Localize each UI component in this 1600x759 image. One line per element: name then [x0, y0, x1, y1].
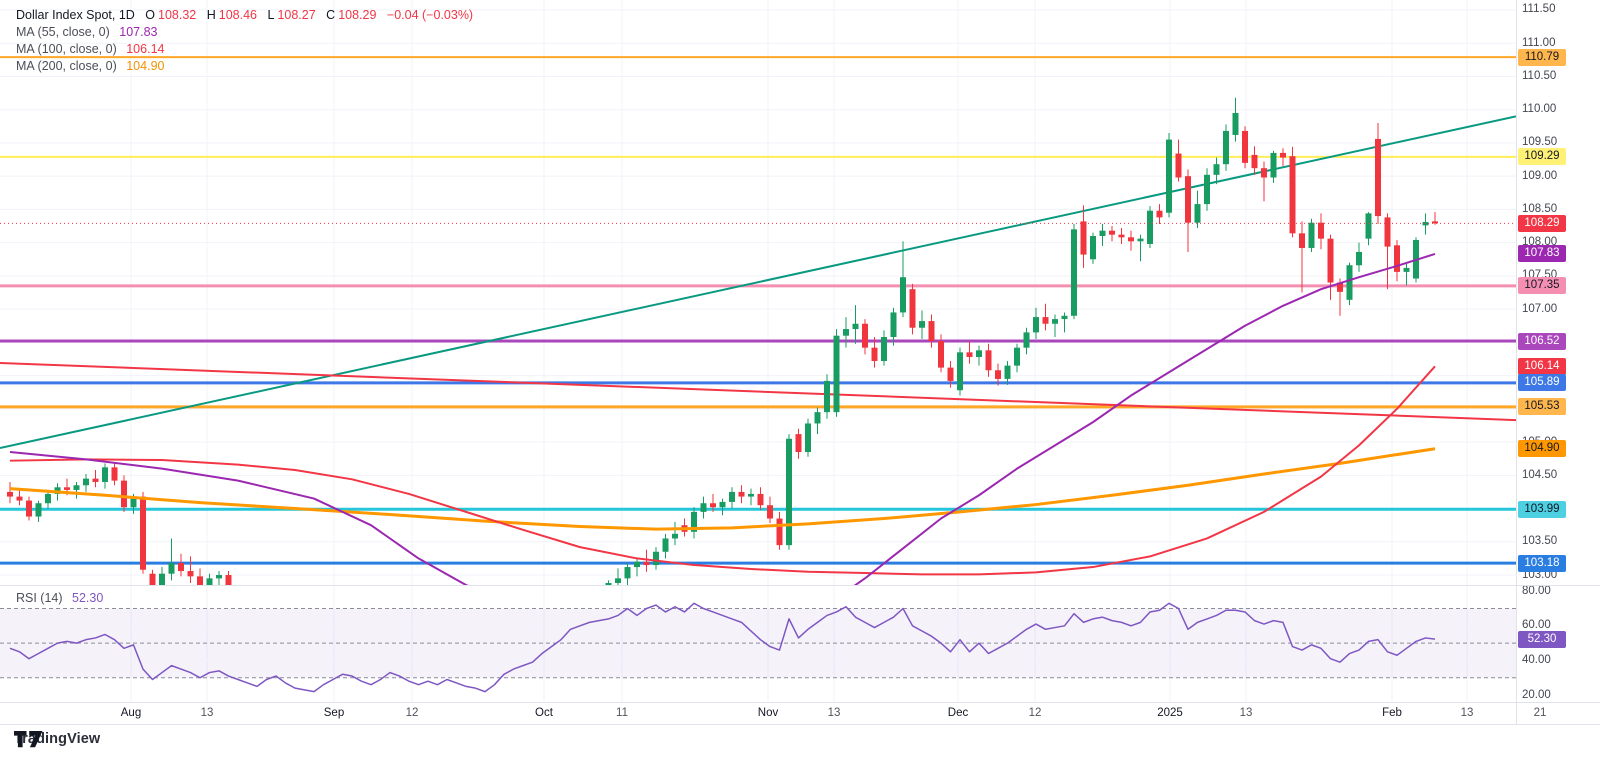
rsi-canvas[interactable] [0, 586, 1516, 702]
time-tick-oct: Oct [535, 707, 553, 719]
price-axis-label: 109.50 [1522, 136, 1558, 149]
time-tick-13: 13 [200, 707, 214, 719]
ma200-label: MA (200, close, 0) [16, 59, 117, 73]
rsi-axis-label: 20.00 [1522, 688, 1551, 701]
rsi-axis-divider [0, 702, 1600, 703]
price-level-badge: 106.14 [1518, 357, 1566, 375]
ma200-value: 104.90 [126, 59, 165, 73]
time-tick-21: 21 [1533, 707, 1547, 719]
time-tick-nov: Nov [757, 707, 779, 719]
price-axis-label: 107.00 [1522, 302, 1558, 315]
price-level-badge: 105.53 [1518, 398, 1566, 416]
rsi-axis-label: 40.00 [1522, 653, 1551, 666]
time-tick-12: 12 [405, 707, 419, 719]
time-tick-12: 12 [1028, 707, 1042, 719]
price-axis-label: 104.50 [1522, 468, 1558, 481]
price-axis-label: 110.00 [1522, 103, 1557, 116]
symbol-title: Dollar Index Spot, 1D [16, 8, 135, 22]
rsi-value: 52.30 [72, 591, 104, 605]
ma55-label: MA (55, close, 0) [16, 25, 110, 39]
rsi-axis-label: 60.00 [1522, 619, 1551, 632]
price-axis-label: 111.00 [1522, 36, 1556, 49]
time-axis[interactable]: Aug 13 Sep 12 Oct 11 Nov 13 Dec 12 2025 13 Feb 13 21 [0, 703, 1600, 724]
ma100-label: MA (100, close, 0) [16, 42, 117, 56]
rsi-legend-row[interactable]: RSI (14) 52.30 [16, 590, 103, 607]
ma55-legend-row: MA (55, close, 0) 107.83 [16, 24, 473, 41]
time-tick-13: 13 [1460, 707, 1474, 719]
ohlc-low: L 108.27 [267, 8, 316, 22]
price-axis[interactable]: 111.50 111.00 110.50 110.00 109.50 109.00 108.… [1516, 0, 1600, 724]
price-level-badge: 104.90 [1518, 440, 1566, 458]
price-axis-label: 111.50 [1522, 3, 1556, 16]
ohlc-open: O 108.32 [145, 8, 197, 22]
time-tick-13: 13 [827, 707, 841, 719]
rsi-value-badge: 52.30 [1518, 630, 1566, 648]
ohlc-close: C 108.29 [326, 8, 377, 22]
price-level-badge: 108.29 [1518, 214, 1566, 232]
price-axis-border [1516, 0, 1517, 724]
ma100-legend-row: MA (100, close, 0) 106.14 [16, 41, 473, 58]
price-axis-label: 110.50 [1522, 69, 1557, 82]
descending-resistance-trendline [0, 361, 1516, 422]
ma200-legend-row: MA (200, close, 0) 104.90 [16, 58, 473, 75]
time-tick-11: 11 [616, 707, 628, 719]
price-axis-label: 108.00 [1522, 236, 1558, 249]
price-axis-label: 108.50 [1522, 202, 1558, 215]
price-chart-canvas[interactable] [0, 0, 1516, 585]
pane-divider[interactable] [0, 585, 1600, 586]
time-tick-13: 13 [1239, 707, 1253, 719]
ascending-support-trendline [0, 115, 1516, 450]
ma55-value: 107.83 [119, 25, 158, 39]
ma100-value: 106.14 [126, 42, 165, 56]
price-level-badge: 110.79 [1518, 48, 1566, 66]
price-level-badge: 109.29 [1518, 148, 1566, 166]
time-tick-dec: Dec [947, 707, 969, 719]
price-level-badge: 103.99 [1518, 500, 1566, 518]
price-level-badge: 103.18 [1518, 554, 1566, 572]
change-value: −0.04 (−0.03%) [386, 8, 474, 22]
tradingview-attribution[interactable]: TradingView [14, 731, 100, 748]
time-tick-2025: 2025 [1157, 707, 1183, 719]
price-level-badge: 107.83 [1518, 245, 1566, 263]
time-tick-feb: Feb [1382, 707, 1402, 719]
price-axis-label: 109.00 [1522, 169, 1558, 182]
ohlc-high: H 108.46 [206, 8, 258, 22]
rsi-axis-label: 80.00 [1522, 584, 1551, 597]
price-level-badge: 107.35 [1518, 277, 1566, 295]
time-tick-sep: Sep [323, 707, 345, 719]
price-level-badge: 105.89 [1518, 374, 1566, 392]
time-tick-aug: Aug [120, 707, 142, 719]
price-level-badge: 106.52 [1518, 332, 1566, 350]
rsi-indicator-pane[interactable]: RSI (14) 52.30 [0, 586, 1516, 702]
rsi-legend: RSI (14) 52.30 [16, 590, 103, 607]
rsi-label: RSI (14) [16, 591, 63, 605]
tradingview-logo-icon [14, 731, 43, 748]
time-axis-border [0, 724, 1600, 725]
price-axis-label: 103.50 [1522, 535, 1558, 548]
